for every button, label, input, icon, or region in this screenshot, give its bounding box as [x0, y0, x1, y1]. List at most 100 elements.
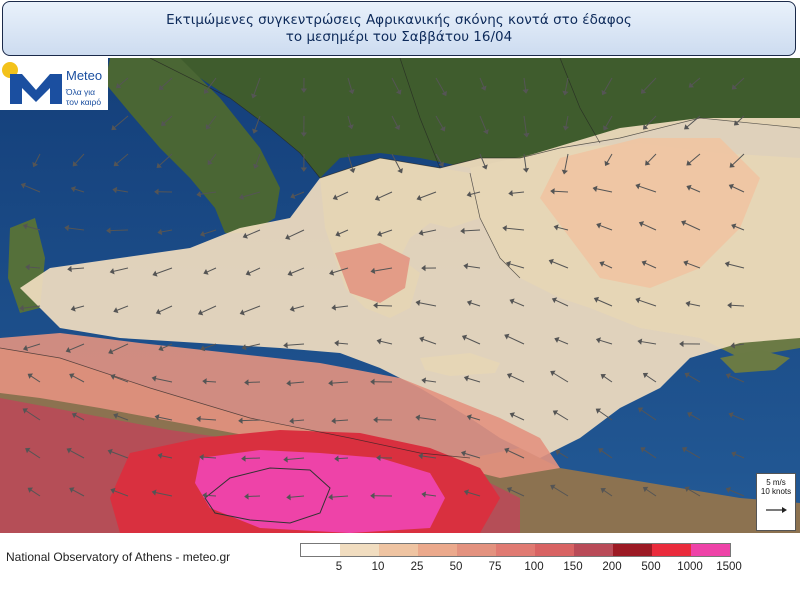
wind-arrow [337, 342, 349, 345]
wind-arrow [552, 261, 569, 269]
wind-arrow [688, 153, 701, 164]
legend-color-bar [300, 543, 731, 557]
wind-arrow-head [70, 186, 76, 193]
wind-arrow [728, 263, 745, 269]
wind-arrow [731, 414, 745, 421]
wind-arrow-head [202, 378, 207, 385]
wind-arrow [201, 305, 217, 314]
wind-arrow-head [205, 124, 212, 130]
wind-arrow [602, 263, 613, 269]
wind-arrow [332, 267, 349, 274]
wind-arrow [391, 77, 400, 92]
wind-arrow-head [466, 414, 472, 421]
wind-arrow-head [22, 344, 29, 352]
wind-arrow-head [202, 492, 207, 499]
wind-arrow-head [685, 300, 691, 307]
wind-arrow-head [725, 486, 731, 493]
wind-arrow-head [151, 489, 157, 496]
wind-arrow [644, 262, 657, 269]
wind-arrow-head [300, 167, 308, 172]
wind-arrow-head [157, 452, 163, 459]
wind-arrow-head [562, 90, 569, 96]
wind-arrow [200, 418, 217, 421]
wind-arrow-head [550, 188, 555, 195]
wind-arrow [118, 77, 129, 87]
meteo-logo: Meteo Όλα για τον καιρό [0, 58, 108, 110]
wind-arrow [605, 115, 613, 128]
wind-arrow-head [113, 412, 119, 419]
legend-swatch [574, 544, 613, 556]
wind-arrow [470, 191, 481, 195]
wind-arrow [205, 77, 217, 92]
wind-arrow [74, 414, 85, 421]
wind-arrow [690, 414, 701, 421]
wind-arrow-head [154, 188, 159, 195]
wind-arrow-head [152, 270, 158, 277]
wind-arrow-head [112, 186, 118, 194]
wind-arrow-head [601, 89, 608, 96]
wind-arrow [734, 225, 745, 231]
wind-arrow-head [203, 268, 209, 275]
wind-arrow-head [523, 132, 530, 138]
wind-arrow-head [504, 333, 510, 340]
wind-arrow-head [300, 88, 308, 93]
wind-arrow-head [334, 455, 339, 462]
wind-arrow-head [196, 415, 201, 423]
wind-arrow [557, 339, 569, 345]
wind-arrow [207, 115, 217, 127]
wind-arrow-head [555, 449, 561, 456]
wind-arrow [734, 343, 745, 346]
legend-swatch [340, 544, 379, 556]
wind-arrow [292, 419, 305, 422]
wind-arrow [557, 226, 569, 231]
legend-label: 1500 [716, 561, 742, 573]
wind-arrow-head [156, 162, 162, 169]
legend-swatch [535, 544, 574, 556]
wind-arrow [380, 340, 393, 345]
wind-arrow [685, 449, 701, 459]
wind-arrow-head [505, 260, 511, 267]
wind-arrow-head [69, 373, 75, 379]
dust-layer-peloponnese [335, 243, 410, 303]
wind-arrow [467, 491, 481, 497]
wind-arrow [507, 449, 525, 459]
wind-arrow [732, 153, 745, 166]
wind-arrow-head [596, 222, 602, 229]
wind-arrow [243, 305, 261, 313]
wind-reference-knots: 10 knots [760, 487, 792, 496]
wind-arrow [564, 77, 569, 92]
wind-arrow [601, 450, 613, 459]
map-canvas [0, 58, 800, 533]
wind-arrow-head [200, 345, 206, 352]
wind-arrow-head [286, 379, 291, 387]
wind-arrow-head [593, 296, 600, 303]
wind-arrow-head [724, 261, 730, 268]
wind-arrow-head [252, 128, 259, 134]
wind-arrow [512, 191, 525, 194]
wind-arrow [463, 229, 481, 232]
wind-arrow [603, 77, 613, 93]
legend-label: 150 [563, 561, 583, 573]
wind-arrow-head [550, 370, 556, 377]
wind-arrow-head [684, 372, 690, 378]
wind-arrow-head [241, 344, 247, 351]
wind-arrow [209, 153, 217, 163]
legend-swatch [613, 544, 652, 556]
wind-arrow [34, 153, 41, 165]
wind-arrow [253, 77, 261, 96]
wind-arrow [422, 455, 437, 459]
wind-arrow-head [22, 223, 28, 230]
wind-arrow-head [348, 89, 355, 95]
wind-arrow-head [154, 414, 160, 421]
wind-arrow [26, 225, 41, 231]
wind-arrow [555, 412, 569, 421]
wind-arrow-head [640, 88, 647, 94]
wind-arrow-head [245, 269, 251, 276]
wind-arrow [241, 419, 261, 422]
wind-arrow [645, 115, 657, 128]
wind-arrow [641, 341, 657, 345]
wind-arrow [255, 153, 261, 166]
land-italy [105, 58, 280, 233]
wind-arrow-head [561, 169, 568, 175]
wind-arrow-head [376, 454, 381, 462]
